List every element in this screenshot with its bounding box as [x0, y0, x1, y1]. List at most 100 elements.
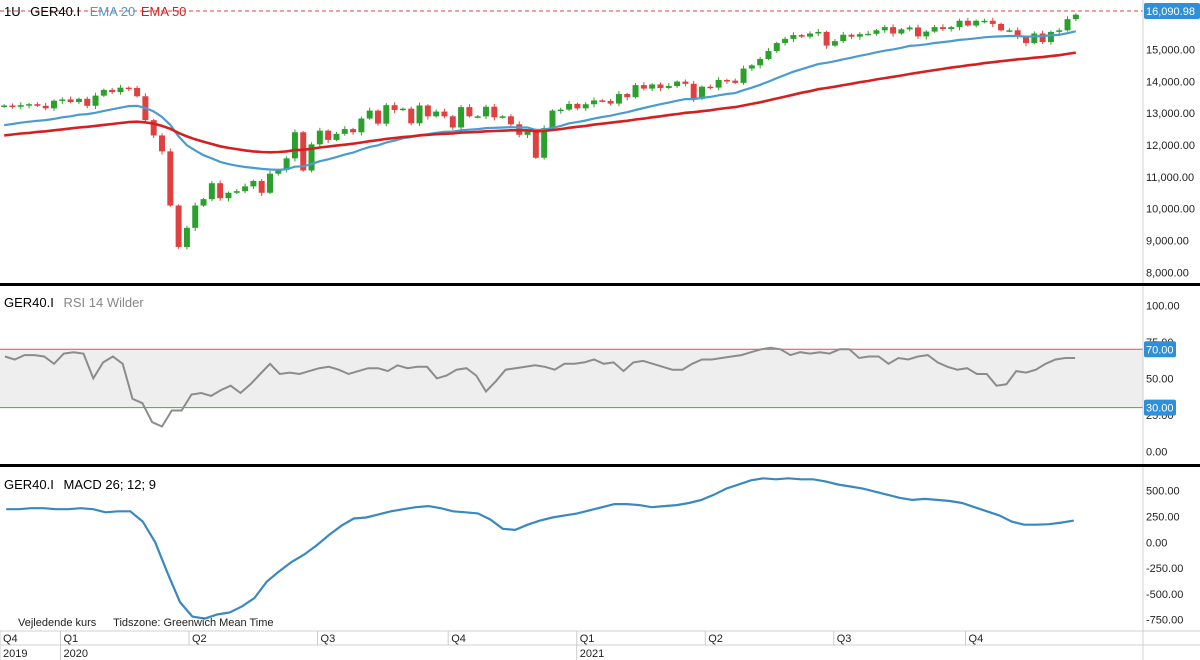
candle-body — [1, 105, 8, 107]
candle-body — [283, 158, 290, 170]
ema20-legend[interactable]: EMA 20 — [89, 4, 136, 19]
interval-label[interactable]: 1U — [4, 4, 21, 19]
candle-body — [939, 27, 946, 30]
price-note: Vejledende kurs — [18, 617, 97, 629]
axis-tick-label: 14,000.00 — [1146, 76, 1195, 88]
candle-body — [399, 108, 406, 111]
candle-body — [591, 100, 597, 105]
candle-body — [416, 105, 423, 124]
rsi-line — [4, 346, 1076, 428]
candle-body — [715, 80, 722, 88]
panel-separator-2[interactable] — [0, 464, 1200, 467]
macd-line — [6, 477, 1074, 620]
quarter-label: Q2 — [708, 633, 723, 645]
axis-tick-label: 12,000.00 — [1146, 140, 1195, 152]
candle-body — [798, 35, 805, 37]
candle-body — [1047, 31, 1054, 43]
candle-body — [674, 81, 681, 87]
axis-tick-label: 9,000.00 — [1146, 236, 1189, 248]
candle-body — [765, 51, 772, 59]
candle-body — [275, 169, 282, 174]
candle-body — [848, 34, 855, 37]
candle-body — [109, 89, 116, 93]
candle-body — [92, 95, 99, 106]
axis-tick-label: 10,000.00 — [1146, 204, 1195, 216]
candle-body — [748, 65, 755, 69]
rsi-panel-header: GER40.I RSI 14 Wilder — [4, 295, 150, 310]
candle-body — [507, 116, 514, 125]
candle-body — [316, 130, 323, 145]
candle-body — [732, 80, 739, 83]
macd-indicator-label[interactable]: MACD 26; 12; 9 — [63, 477, 156, 492]
candle-body — [358, 118, 365, 133]
candle-body — [1031, 33, 1038, 44]
candle-body — [458, 107, 465, 128]
quarter-label: Q4 — [451, 633, 466, 645]
candle-body — [948, 27, 955, 30]
candle-body — [881, 27, 888, 31]
time-axis: Q4 Q1 Q2 Q3 Q4 Q1 Q2 Q3 Q4 2019 2020 2021 — [0, 630, 1200, 660]
candle-body — [159, 135, 165, 152]
candle-body — [433, 111, 440, 117]
candle-body — [300, 132, 307, 171]
candle-body — [167, 151, 174, 206]
rsi-symbol-label[interactable]: GER40.I — [4, 295, 54, 310]
candle-body — [408, 108, 415, 124]
panel-separator-1[interactable] — [0, 283, 1200, 286]
rsi-indicator-label[interactable]: RSI 14 Wilder — [63, 295, 144, 310]
last-price-value: 16,090.98 — [1146, 6, 1195, 18]
candle-body — [217, 183, 224, 199]
candle-body — [574, 103, 581, 109]
candle-body — [682, 81, 689, 84]
candle-body — [549, 110, 556, 129]
axis-tick-label: -250.00 — [1146, 563, 1183, 575]
candle-body — [42, 105, 49, 109]
candle-body — [931, 27, 938, 32]
candle-body — [441, 111, 448, 117]
candle-body — [665, 86, 672, 88]
macd-panel-header: GER40.I MACD 26; 12; 9 — [4, 477, 162, 492]
candle-body — [1039, 33, 1046, 43]
candle-body — [964, 20, 971, 26]
axis-tick-label: 0.00 — [1146, 446, 1167, 458]
rsi-lower-badge — [1144, 399, 1176, 416]
candle-body — [865, 33, 872, 36]
quarter-label: Q2 — [192, 633, 207, 645]
candle-body — [524, 130, 531, 135]
rsi-upper-badge — [1144, 341, 1176, 358]
candle-body — [640, 85, 647, 89]
ema50-legend[interactable]: EMA 50 — [140, 4, 187, 19]
last-price-badge — [1144, 3, 1200, 19]
timezone-note: Tidszone: Greenwich Mean Time — [113, 617, 274, 629]
candle-body — [491, 106, 498, 118]
price-panel-header: 1U GER40.I EMA 20 EMA 50 — [4, 4, 192, 19]
candle-body — [649, 84, 656, 89]
candle-body — [923, 31, 930, 37]
candle-body — [607, 101, 614, 104]
candle-body — [483, 106, 489, 117]
candle-body — [350, 129, 357, 133]
year-label: 2019 — [3, 648, 27, 660]
ema50-line — [4, 51, 1077, 154]
macd-symbol-label[interactable]: GER40.I — [4, 477, 54, 492]
symbol-label[interactable]: GER40.I — [30, 4, 81, 19]
candle-body — [831, 41, 838, 46]
axis-tick-label: 100.00 — [1146, 301, 1180, 313]
candle-body — [375, 110, 381, 124]
candle-body — [1064, 19, 1071, 31]
candle-body — [873, 30, 880, 34]
candle-body — [898, 29, 905, 34]
candlestick-series — [1, 13, 1079, 250]
candle-body — [973, 20, 980, 26]
candle-body — [233, 191, 240, 193]
axis-tick-label: 250.00 — [1146, 511, 1180, 523]
candle-body — [258, 181, 265, 193]
candle-body — [325, 130, 332, 140]
quarter-label: Q1 — [63, 633, 78, 645]
candle-body — [657, 84, 664, 88]
candle-body — [782, 38, 789, 44]
candle-body — [250, 181, 257, 187]
candle-body — [915, 27, 921, 37]
